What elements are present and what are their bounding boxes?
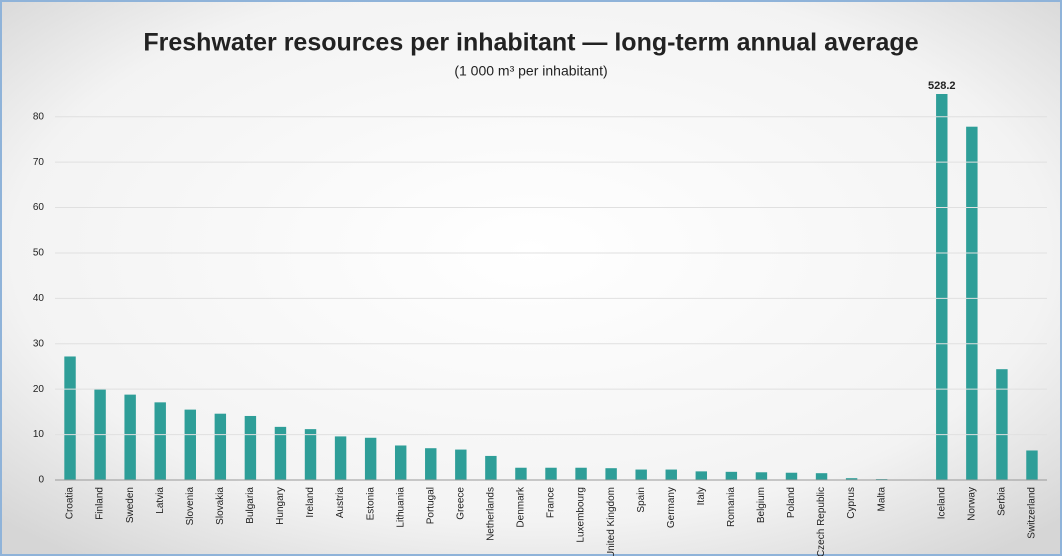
x-tick-label: Bulgaria — [245, 487, 256, 524]
x-tick-label: Luxembourg — [576, 487, 587, 543]
bar — [966, 126, 978, 480]
x-tick-label: Norway — [966, 487, 977, 521]
x-tick-label: France — [546, 487, 557, 519]
bar — [605, 468, 617, 480]
x-tick-label: Serbia — [997, 487, 1008, 516]
bar — [154, 402, 166, 480]
bar — [214, 413, 227, 480]
x-tick-label: United Kingdom — [606, 487, 617, 556]
x-tick-label: Latvia — [155, 487, 166, 514]
x-tick-label: Iceland — [936, 487, 947, 519]
y-tick-label: 20 — [33, 384, 45, 395]
y-tick-label: 40 — [33, 293, 45, 304]
x-tick-label: Spain — [636, 487, 647, 513]
bar — [996, 369, 1008, 480]
bar — [815, 473, 828, 480]
bar — [725, 471, 738, 480]
x-tick-label: Finland — [95, 487, 106, 520]
bar — [936, 94, 948, 480]
y-tick-label: 50 — [33, 248, 45, 259]
bar — [274, 426, 287, 480]
bar — [515, 467, 527, 480]
y-tick-label: 0 — [38, 475, 44, 486]
bar — [1026, 450, 1038, 480]
x-tick-label: Lithuania — [395, 487, 406, 528]
x-tick-label: Sweden — [125, 487, 136, 523]
y-tick-label: 30 — [33, 338, 45, 349]
bar — [64, 356, 76, 480]
bar — [575, 467, 587, 480]
bar — [635, 469, 647, 480]
y-tick-label: 10 — [33, 429, 45, 440]
x-tick-label: Cyprus — [846, 487, 857, 519]
x-tick-label: Malta — [876, 487, 887, 512]
bar — [785, 472, 798, 480]
x-tick-label: Poland — [786, 487, 797, 518]
x-tick-label: Austria — [335, 487, 346, 519]
x-tick-label: Hungary — [275, 487, 286, 525]
bar — [695, 471, 708, 480]
bar — [545, 467, 557, 480]
x-tick-label: Ireland — [305, 487, 316, 518]
y-tick-label: 80 — [33, 111, 45, 122]
x-tick-label: Croatia — [65, 487, 76, 520]
bar — [845, 478, 858, 480]
bar — [334, 436, 347, 480]
x-tick-label: Estonia — [365, 487, 376, 521]
bar — [665, 469, 677, 480]
x-tick-label: Romania — [726, 487, 737, 527]
x-tick-label: Greece — [455, 487, 466, 520]
bar — [485, 455, 497, 480]
bar — [394, 445, 407, 480]
bar — [184, 409, 196, 480]
bar — [364, 437, 377, 480]
x-tick-label: Switzerland — [1027, 487, 1038, 539]
chart-subtitle: (1 000 m³ per inhabitant) — [454, 63, 607, 79]
bar — [244, 415, 257, 480]
chart-title: Freshwater resources per inhabitant — lo… — [143, 29, 918, 57]
x-tick-label: Netherlands — [486, 487, 497, 541]
y-tick-label: 70 — [33, 157, 45, 168]
bar — [755, 472, 768, 480]
plot-area — [64, 94, 1038, 480]
bar — [124, 394, 136, 480]
value-label: 528.2 — [928, 80, 956, 92]
x-tick-label: Czech Republic — [816, 487, 827, 556]
x-tick-label: Slovenia — [185, 487, 196, 526]
x-tick-label: Belgium — [756, 487, 767, 523]
y-tick-label: 60 — [33, 202, 45, 213]
x-tick-label: Germany — [666, 487, 677, 528]
x-tick-label: Italy — [696, 487, 707, 505]
bar — [455, 449, 467, 480]
bar — [425, 448, 437, 480]
x-tick-label: Denmark — [516, 486, 527, 528]
x-tick-label: Portugal — [425, 487, 436, 524]
bar — [304, 429, 317, 480]
x-tick-label: Slovakia — [215, 487, 226, 525]
